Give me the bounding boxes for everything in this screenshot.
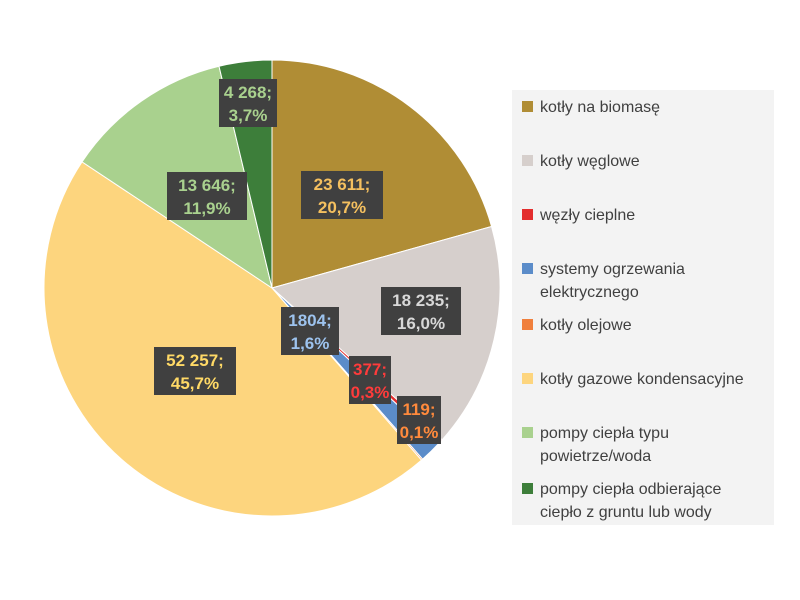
legend-item: kotły olejowe <box>522 314 767 337</box>
data-label-value: 1804; <box>288 311 331 330</box>
legend-label-line: pompy ciepła odbierające <box>540 481 722 498</box>
data-label: 1804; 1,6% <box>281 307 339 355</box>
data-label-box <box>281 307 339 355</box>
data-label-percent: 0,3% <box>351 383 390 402</box>
data-label: 4 268; 3,7% <box>219 79 277 127</box>
legend-label-line: systemy ogrzewania <box>540 261 685 278</box>
legend-label-line: kotły na biomasę <box>540 99 661 116</box>
legend-swatch <box>522 155 533 166</box>
legend-swatch <box>522 101 533 112</box>
chart-legend: kotły na biomasę kotły węglowe węzły ciepl… <box>512 90 774 525</box>
legend-label-line: węzły cieplne <box>540 207 636 224</box>
legend-label: kotły olejowe <box>540 314 632 337</box>
data-label: 119; 0,1% <box>397 396 441 444</box>
data-label: 18 235; 16,0% <box>381 287 461 335</box>
legend-label: systemy ogrzewania elektrycznego <box>540 258 685 304</box>
data-label-value: 4 268; <box>224 83 272 102</box>
legend-label-line: kotły węglowe <box>540 153 640 170</box>
data-label-value: 13 646; <box>178 176 236 195</box>
legend-label-line: ciepło z gruntu lub wody <box>540 504 712 521</box>
data-label-percent: 1,6% <box>291 334 330 353</box>
legend-swatch <box>522 483 533 494</box>
legend-label-line: elektrycznego <box>540 284 639 301</box>
legend-swatch <box>522 427 533 438</box>
data-label-box <box>301 171 383 219</box>
legend-label-line: kotły olejowe <box>540 317 632 334</box>
data-label-box <box>349 356 391 404</box>
legend-item: kotły na biomasę <box>522 96 767 119</box>
legend-swatch <box>522 263 533 274</box>
legend-label: pompy ciepła odbierające ciepło z gruntu … <box>540 478 721 524</box>
data-label-box <box>219 79 277 127</box>
legend-label-line: pompy ciepła typu <box>540 425 669 442</box>
data-label-box <box>154 347 236 395</box>
data-label: 13 646; 11,9% <box>167 172 247 220</box>
legend-item: kotły gazowe kondensacyjne <box>522 368 767 391</box>
data-label-percent: 3,7% <box>229 106 268 125</box>
pie-data-labels: 23 611; 20,7% 18 235; 16,0% 377; 0,3% 1804; 1,6… <box>154 79 461 444</box>
legend-label: kotły na biomasę <box>540 96 660 119</box>
data-label: 377; 0,3% <box>349 356 391 404</box>
data-label-box <box>167 172 247 220</box>
data-label-percent: 20,7% <box>318 198 366 217</box>
data-label-box <box>381 287 461 335</box>
legend-item: pompy ciepła odbierające ciepło z gruntu … <box>522 478 767 524</box>
legend-label: węzły cieplne <box>540 204 635 227</box>
legend-swatch <box>522 319 533 330</box>
legend-label: kotły węglowe <box>540 150 640 173</box>
legend-swatch <box>522 373 533 384</box>
data-label: 23 611; 20,7% <box>301 171 383 219</box>
legend-item: kotły węglowe <box>522 150 767 173</box>
data-label-value: 119; <box>402 400 435 419</box>
legend-label-line: kotły gazowe kondensacyjne <box>540 371 744 388</box>
data-label-percent: 45,7% <box>171 374 219 393</box>
data-label-value: 377; <box>353 360 387 379</box>
pie-slice <box>43 161 423 517</box>
legend-item: węzły cieplne <box>522 204 767 227</box>
data-label-value: 18 235; <box>392 291 450 310</box>
data-label-percent: 16,0% <box>397 314 445 333</box>
legend-label-line: powietrze/woda <box>540 448 652 465</box>
data-label-value: 52 257; <box>166 351 224 370</box>
data-label-percent: 11,9% <box>183 199 230 218</box>
legend-item: systemy ogrzewania elektrycznego <box>522 258 767 304</box>
legend-item: pompy ciepła typu powietrze/woda <box>522 422 767 468</box>
data-label-percent: 0,1% <box>400 423 439 442</box>
legend-label: kotły gazowe kondensacyjne <box>540 368 744 391</box>
data-label-box <box>397 396 441 444</box>
legend-swatch <box>522 209 533 220</box>
data-label-value: 23 611; <box>314 175 371 194</box>
data-label: 52 257; 45,7% <box>154 347 236 395</box>
legend-label: pompy ciepła typu powietrze/woda <box>540 422 669 468</box>
